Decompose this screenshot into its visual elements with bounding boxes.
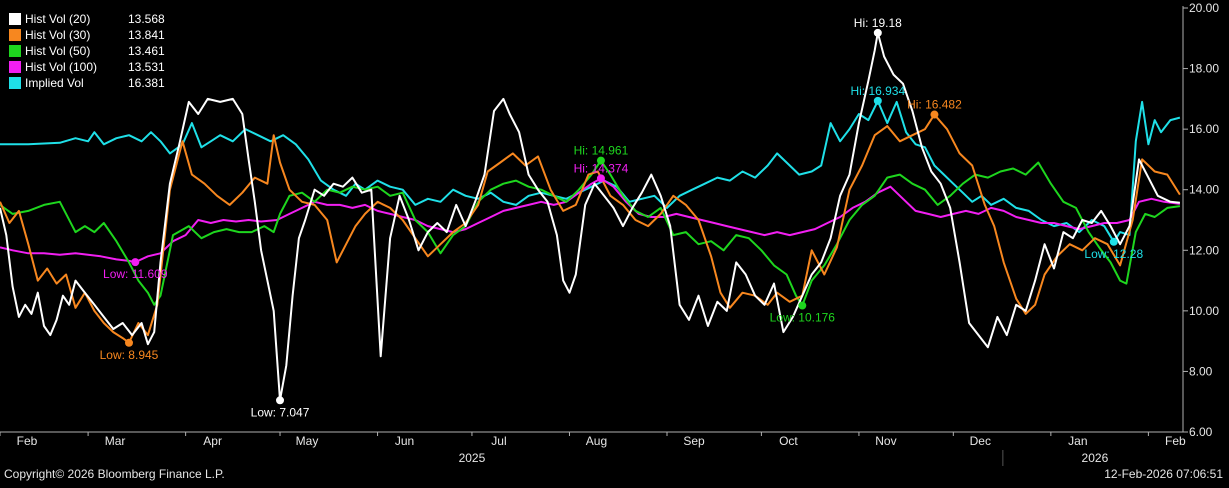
legend-item: Hist Vol (50) 13.461 <box>9 43 165 59</box>
annotation-marker <box>1109 237 1118 246</box>
annotation-label: Hi: 14.374 <box>574 161 629 175</box>
annotation-label: Hi: 14.961 <box>574 144 629 158</box>
series-line-hist-vol-30 <box>0 113 1181 344</box>
x-tick-label: Jan <box>1068 434 1087 448</box>
annotation-label: Low: 8.945 <box>100 348 159 362</box>
x-tick-label: Jun <box>395 434 414 448</box>
y-tick-label: 16.00 <box>1189 122 1219 136</box>
timestamp-text: 12-Feb-2026 07:06:51 <box>1104 467 1223 481</box>
annotations-layer: Hi: 19.18 Low: 7.047 Hi: 16.482 Low: 8.945 H… <box>100 16 1144 419</box>
y-tick-label: 18.00 <box>1189 62 1219 76</box>
legend-series-value: 13.568 <box>128 12 165 26</box>
x-tick-label: Sep <box>683 434 705 448</box>
legend-series-name: Hist Vol (30) <box>25 28 91 42</box>
x-tick-label: Aug <box>586 434 607 448</box>
chart-legend: Hist Vol (20) 13.568 Hist Vol (30) 13.841 Hi… <box>9 11 165 91</box>
legend-swatch <box>9 45 21 57</box>
annotation-marker <box>124 338 133 347</box>
x-tick-label: Feb <box>17 434 38 448</box>
legend-series-name: Hist Vol (20) <box>25 12 91 26</box>
annotation-marker <box>873 96 882 105</box>
y-tick-label: 12.00 <box>1189 243 1219 257</box>
series-line-hist-vol-100 <box>0 177 1181 264</box>
x-tick-label: Jul <box>491 434 506 448</box>
annotation-marker <box>596 174 605 183</box>
legend-series-value: 13.531 <box>128 60 165 74</box>
legend-swatch <box>9 61 21 73</box>
annotation-label: Low: 7.047 <box>251 405 310 419</box>
x-tick-label: Nov <box>875 434 896 448</box>
annotation-marker <box>873 28 882 37</box>
copyright-text: Copyright© 2026 Bloomberg Finance L.P. <box>4 467 225 481</box>
legend-item: Hist Vol (20) 13.568 <box>9 11 165 27</box>
x-tick-label: Feb <box>1165 434 1186 448</box>
annotation-label: Hi: 19.18 <box>854 16 902 30</box>
x-tick-label: May <box>296 434 319 448</box>
annotation-marker <box>276 396 285 405</box>
series-line-hist-vol-20 <box>0 31 1180 402</box>
legend-swatch <box>9 77 21 89</box>
legend-swatch <box>9 13 21 25</box>
legend-series-value: 13.461 <box>128 44 165 58</box>
legend-item: Hist Vol (30) 13.841 <box>9 27 165 43</box>
x-tick-label: Apr <box>203 434 222 448</box>
annotation-label: Low: 12.28 <box>1084 247 1143 261</box>
x-tick-label: Dec <box>970 434 991 448</box>
legend-series-name: Implied Vol <box>25 76 84 90</box>
y-tick-label: 6.00 <box>1189 425 1213 439</box>
legend-series-name: Hist Vol (100) <box>25 60 98 74</box>
legend-series-value: 13.841 <box>128 28 165 42</box>
legend-item: Implied Vol 16.381 <box>9 75 165 91</box>
series-layer <box>0 31 1181 402</box>
series-line-implied-vol <box>0 100 1181 243</box>
annotation-marker <box>131 258 140 267</box>
annotation-marker <box>930 110 939 119</box>
series-line-hist-vol-50 <box>0 159 1181 307</box>
annotation-label: Low: 11.609 <box>103 267 168 281</box>
y-tick-label: 10.00 <box>1189 304 1219 318</box>
x-year-label: 2025 <box>459 451 486 465</box>
axes-layer: 6.00 8.00 10.00 12.00 14.00 16.00 18.00 20.00 Fe… <box>0 1 1219 466</box>
annotation-marker <box>798 301 807 310</box>
annotation-marker <box>596 156 605 165</box>
y-tick-label: 14.00 <box>1189 183 1219 197</box>
legend-swatch <box>9 29 21 41</box>
x-year-label: 2026 <box>1082 451 1109 465</box>
legend-series-name: Hist Vol (50) <box>25 44 91 58</box>
annotation-label: Hi: 16.482 <box>907 98 962 112</box>
legend-series-value: 16.381 <box>128 76 165 90</box>
annotation-label: Hi: 16.934 <box>850 84 905 98</box>
y-tick-label: 20.00 <box>1189 1 1219 15</box>
annotation-label: Low: 10.176 <box>770 311 836 325</box>
x-tick-label: Oct <box>779 434 798 448</box>
x-tick-label: Mar <box>105 434 126 448</box>
legend-item: Hist Vol (100) 13.531 <box>9 59 165 75</box>
y-tick-label: 8.00 <box>1189 364 1213 378</box>
